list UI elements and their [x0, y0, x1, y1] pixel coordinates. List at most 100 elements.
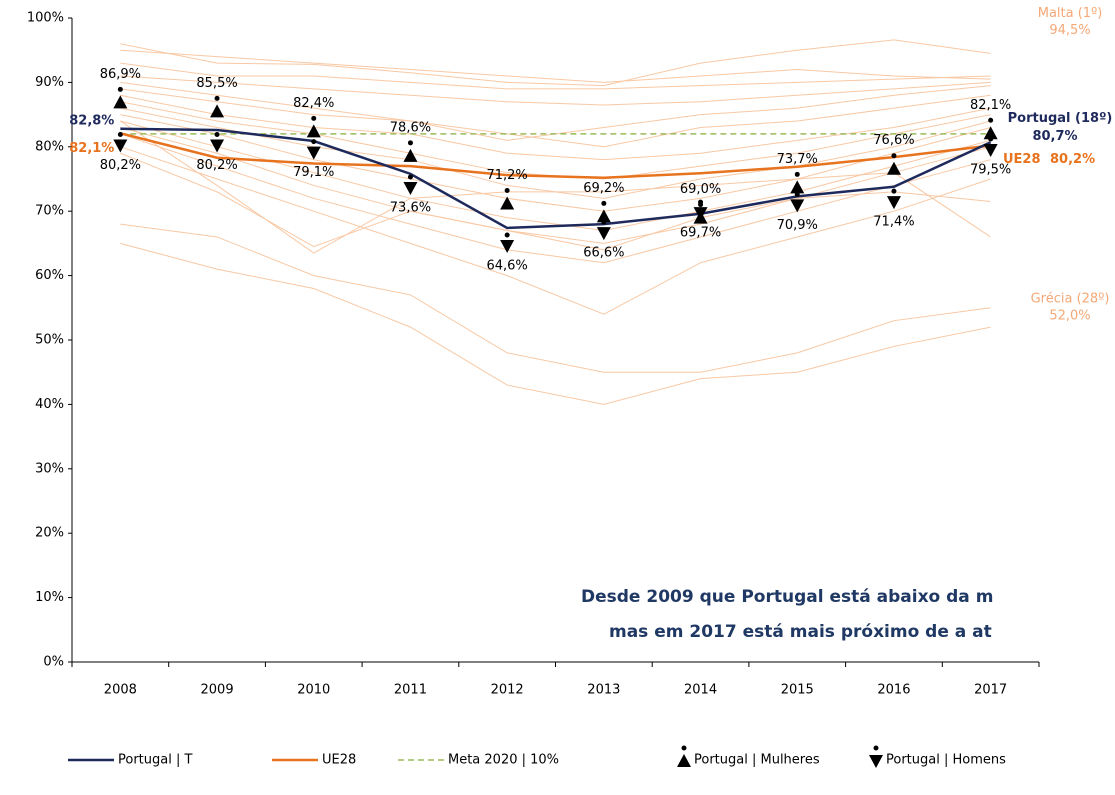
y-tick-label: 40% [35, 397, 64, 412]
value-label: 82,1% [970, 98, 1011, 113]
marker-dot [311, 139, 317, 145]
y-tick-label: 0% [43, 655, 64, 670]
start-label: 82,1% [69, 141, 114, 156]
legend-swatch [677, 754, 691, 767]
series-line [120, 127, 992, 230]
marker-up [596, 209, 611, 223]
x-tick-label: 2011 [394, 683, 427, 698]
value-label: 79,5% [970, 163, 1011, 178]
marker-dot [794, 171, 800, 177]
marker-dot [794, 191, 800, 197]
y-tick-label: 80% [35, 139, 64, 154]
marker-up [886, 161, 901, 175]
value-label: 71,2% [486, 168, 527, 183]
marker-down [693, 207, 708, 221]
value-label: 73,6% [390, 201, 431, 216]
country-line [120, 88, 991, 148]
y-tick-label: 20% [35, 526, 64, 541]
legend-label: Portugal | Homens [886, 753, 1006, 768]
country-line [120, 120, 991, 254]
marker-dot [214, 132, 220, 138]
marker-dot [891, 188, 897, 194]
country-line [120, 49, 991, 83]
legend-swatch-dot [873, 745, 879, 751]
value-label: 69,0% [680, 182, 721, 197]
marker-dot [214, 95, 220, 101]
marker-dot [117, 86, 123, 92]
marker-down [306, 146, 321, 160]
country-line [120, 152, 991, 251]
marker-dot [311, 115, 317, 121]
marker-up [113, 95, 128, 109]
x-tick-label: 2010 [297, 683, 330, 698]
marker-dot [407, 140, 413, 146]
marker-down [790, 199, 805, 213]
marker-down [210, 139, 225, 153]
marker-down [983, 144, 998, 158]
y-tick-label: 30% [35, 461, 64, 476]
y-tick-label: 70% [35, 204, 64, 219]
legend-label: Portugal | T [118, 753, 192, 768]
y-tick-label: 60% [35, 268, 64, 283]
y-tick-label: 10% [35, 590, 64, 605]
x-tick-label: 2012 [491, 683, 524, 698]
marker-up [403, 148, 418, 162]
marker-dot [891, 153, 897, 159]
legend-swatch [869, 755, 883, 768]
marker-dot [601, 219, 607, 225]
country-line [120, 223, 991, 373]
end-label: 80,7% [1032, 129, 1077, 144]
y-tick-label: 90% [35, 75, 64, 90]
x-tick-label: 2017 [974, 683, 1007, 698]
marker-up [500, 196, 515, 210]
value-label: 86,9% [100, 67, 141, 82]
value-label: 79,1% [293, 165, 334, 180]
x-tick-label: 2015 [781, 683, 814, 698]
y-tick-label: 50% [35, 333, 64, 348]
marker-up [210, 104, 225, 118]
value-label: 78,6% [390, 120, 431, 135]
country-line [120, 62, 991, 90]
end-label: 80,2% [1050, 152, 1095, 167]
country-line [120, 133, 991, 264]
marker-down [113, 139, 128, 153]
x-tick-label: 2008 [104, 683, 137, 698]
marker-down [886, 196, 901, 210]
country-line [120, 39, 991, 87]
marker-dot [988, 136, 994, 142]
country-line [120, 75, 991, 106]
marker-down [403, 182, 418, 196]
country-label: Malta (1º) [1038, 6, 1103, 21]
legend-swatch-dot [681, 745, 687, 751]
value-label: 69,7% [680, 226, 721, 241]
marker-dot [117, 132, 123, 138]
value-label: 85,5% [196, 76, 237, 91]
value-label: 80,2% [196, 158, 237, 173]
marker-dot [601, 200, 607, 206]
start-label: 82,8% [69, 113, 114, 128]
value-label: 71,4% [873, 215, 914, 230]
marker-dot [698, 199, 704, 205]
end-name: UE28 [1003, 152, 1041, 167]
country-line [120, 242, 991, 405]
country-line [120, 146, 991, 315]
value-label: 73,7% [777, 152, 818, 167]
value-label: 64,6% [486, 258, 527, 273]
country-line [120, 126, 991, 244]
x-tick-label: 2014 [684, 683, 717, 698]
country-line [120, 94, 991, 161]
value-label: 82,4% [293, 96, 334, 111]
value-label: 80,2% [100, 158, 141, 173]
country-line [120, 114, 991, 212]
annotation: mas em 2017 está mais próximo de a at [609, 622, 992, 642]
value-label: 69,2% [583, 181, 624, 196]
value-label: 66,6% [583, 246, 624, 261]
marker-dot [988, 117, 994, 123]
marker-down [596, 227, 611, 241]
x-tick-label: 2013 [587, 683, 620, 698]
marker-up [983, 126, 998, 140]
annotation: Desde 2009 que Portugal está abaixo da m [581, 587, 993, 607]
x-tick-label: 2016 [877, 683, 910, 698]
marker-up [306, 124, 321, 138]
